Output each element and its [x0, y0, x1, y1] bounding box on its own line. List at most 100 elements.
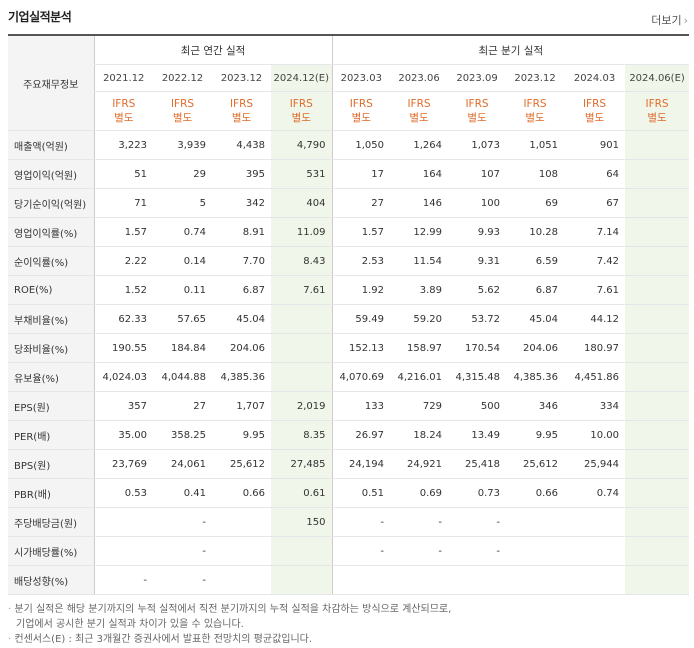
value-cell: 901 [564, 130, 626, 160]
value-cell: 395 [212, 159, 271, 189]
value-cell: 4,385.36 [506, 362, 565, 392]
value-cell: - [448, 536, 507, 566]
value-cell [271, 536, 333, 566]
value-cell: 24,921 [390, 449, 449, 479]
table-row: ROE(%) 1.52 0.11 6.87 7.61 1.92 3.89 5.62 6.87 7.… [8, 275, 690, 305]
value-cell: 1.92 [331, 275, 391, 305]
value-cell [625, 333, 690, 363]
value-cell [625, 536, 690, 566]
value-cell [506, 536, 565, 566]
table-row: 영업이익(억원) 51 29 395 531 17 164 107 108 64 [8, 159, 690, 189]
ifrs-line2: 별도 [114, 112, 134, 124]
table-row: 매출액(억원) 3,223 3,939 4,438 4,790 1,050 1,264 1,0… [8, 130, 690, 160]
value-cell: 3.89 [390, 275, 449, 305]
value-cell: 0.61 [271, 478, 333, 508]
value-cell: 9.93 [448, 217, 507, 247]
value-cell [625, 420, 690, 450]
row-label: 부채비율(%) [8, 304, 94, 334]
value-cell [448, 565, 507, 595]
value-cell: 1,264 [390, 130, 449, 160]
value-cell: - [153, 565, 212, 595]
value-cell: 8.35 [271, 420, 333, 450]
value-cell: 62.33 [93, 304, 153, 334]
quarter-group-header: 최근 분기 실적 [331, 34, 690, 65]
ifrs-line1: IFRS [465, 98, 489, 110]
value-cell: 204.06 [212, 333, 271, 363]
value-cell [212, 565, 271, 595]
value-cell: - [331, 536, 391, 566]
row-label: 영업이익률(%) [8, 217, 94, 247]
value-cell: 342 [212, 188, 271, 218]
ifrs-label: IFRS 별도 [448, 91, 507, 131]
table-row: EPS(원) 357 27 1,707 2,019 133 729 500 346 334 [8, 391, 690, 421]
value-cell: 150 [271, 507, 333, 537]
value-cell: 12.99 [390, 217, 449, 247]
ifrs-line1: IFRS [645, 98, 669, 110]
table-row: 당좌비율(%) 190.55 184.84 204.06 152.13 158.97 170… [8, 333, 690, 363]
more-link[interactable]: 더보기 › [651, 12, 688, 28]
value-cell: 0.11 [153, 275, 212, 305]
value-cell: 6.87 [506, 275, 565, 305]
value-cell: 25,612 [506, 449, 565, 479]
value-cell: 0.41 [153, 478, 212, 508]
ifrs-label: IFRS 별도 [212, 91, 271, 131]
value-cell: 5 [153, 188, 212, 218]
footnotes: · 분기 실적은 해당 분기까지의 누적 실적에서 직전 분기까지의 누적 실적… [8, 602, 451, 647]
ifrs-line1: IFRS [289, 98, 313, 110]
table-row: 부채비율(%) 62.33 57.65 45.04 59.49 59.20 53.72 45.… [8, 304, 690, 334]
value-cell: 64 [564, 159, 626, 189]
value-cell: 10.00 [564, 420, 626, 450]
period-header: 2023.09 [448, 64, 507, 92]
value-cell: 7.61 [564, 275, 626, 305]
value-cell: - [93, 565, 153, 595]
value-cell: 25,944 [564, 449, 626, 479]
ifrs-line2: 별도 [172, 112, 193, 124]
row-label: 주당배당금(원) [8, 507, 94, 537]
row-label: PBR(배) [8, 478, 94, 508]
value-cell: 729 [390, 391, 449, 421]
value-cell: 531 [271, 159, 333, 189]
table-row: PBR(배) 0.53 0.41 0.66 0.61 0.51 0.69 0.73 0.66 0.… [8, 478, 690, 508]
value-cell: 59.49 [331, 304, 391, 334]
value-cell [625, 478, 690, 508]
value-cell: 1,073 [448, 130, 507, 160]
table-row: 영업이익률(%) 1.57 0.74 8.91 11.09 1.57 12.99 9.93 10… [8, 217, 690, 247]
ifrs-line1: IFRS [229, 98, 254, 110]
value-cell [93, 507, 153, 537]
value-cell [390, 565, 449, 595]
financial-table: 주요재무정보 최근 연간 실적 최근 분기 실적 2021.12 2022.12 2… [8, 34, 690, 595]
value-cell: 1,051 [506, 130, 565, 160]
value-cell: 0.66 [212, 478, 271, 508]
value-cell: - [331, 507, 391, 537]
more-label: 더보기 [651, 14, 682, 27]
value-cell [506, 507, 565, 537]
value-cell: - [390, 507, 449, 537]
value-cell: 4,216.01 [390, 362, 449, 392]
value-cell [625, 217, 690, 247]
value-cell: 17 [331, 159, 391, 189]
value-cell: 0.69 [390, 478, 449, 508]
annual-group-header: 최근 연간 실적 [93, 34, 333, 65]
ifrs-line2: 별도 [647, 112, 667, 124]
value-cell: 3,939 [153, 130, 212, 160]
value-cell [564, 536, 626, 566]
value-cell: - [153, 507, 212, 537]
ifrs-label: IFRS 별도 [506, 91, 565, 131]
ifrs-line2: 별도 [409, 112, 429, 124]
value-cell: 184.84 [153, 333, 212, 363]
value-cell: 146 [390, 188, 449, 218]
ifrs-label: IFRS 별도 [625, 91, 690, 131]
value-cell [625, 391, 690, 421]
footnote-1: · 분기 실적은 해당 분기까지의 누적 실적에서 직전 분기까지의 누적 실적… [8, 604, 452, 615]
section-title: 기업실적분석 [8, 10, 72, 24]
value-cell: 4,070.69 [331, 362, 391, 392]
ifrs-label: IFRS 별도 [271, 91, 333, 131]
value-cell: 346 [506, 391, 565, 421]
value-cell: 24,194 [331, 449, 391, 479]
value-cell: 7.70 [212, 246, 271, 276]
value-cell: 0.74 [153, 217, 212, 247]
value-cell: 500 [448, 391, 507, 421]
ifrs-line1: IFRS [523, 98, 547, 110]
value-cell: 204.06 [506, 333, 565, 363]
value-cell: 35.00 [93, 420, 153, 450]
